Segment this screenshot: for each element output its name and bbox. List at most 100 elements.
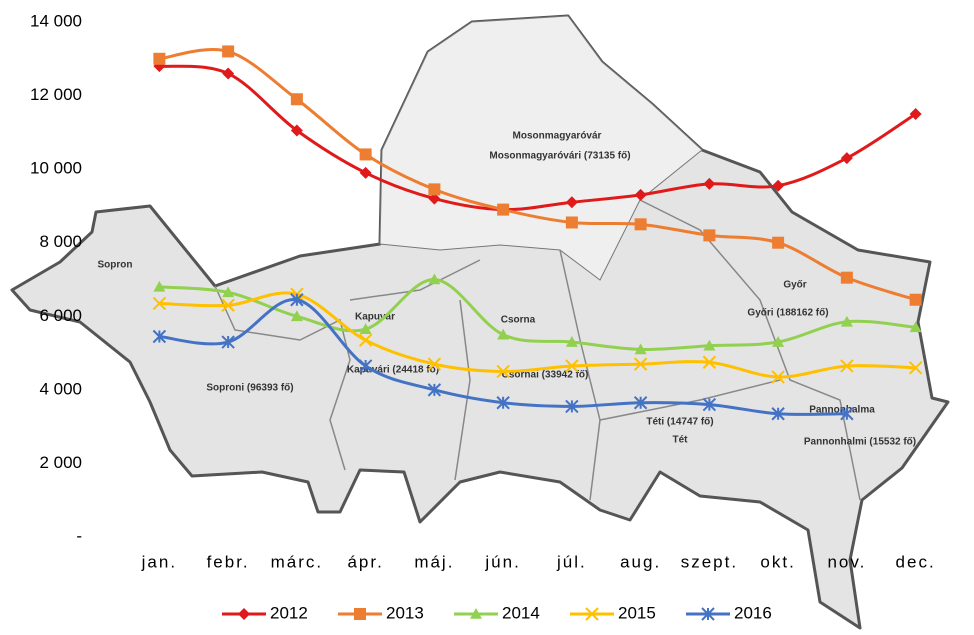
legend-marker: [585, 607, 599, 621]
y-tick-label: 8 000: [39, 232, 82, 251]
legend-label: 2013: [386, 603, 424, 622]
marker: [497, 203, 510, 216]
marker: [359, 166, 372, 179]
marker: [428, 192, 441, 205]
legend-label: 2016: [734, 603, 772, 622]
marker: [703, 339, 716, 351]
y-tick-label: 10 000: [30, 159, 82, 178]
marker: [565, 359, 579, 373]
y-tick-label: 4 000: [39, 379, 82, 398]
marker: [703, 229, 716, 242]
marker: [221, 335, 235, 349]
marker: [221, 298, 235, 312]
marker: [427, 357, 442, 371]
region-borders: [214, 199, 861, 501]
x-tick-label: dec.: [896, 552, 936, 571]
marker: [359, 148, 372, 161]
x-tick-label: aug.: [620, 552, 661, 571]
legend-label: 2012: [270, 603, 308, 622]
marker: [359, 323, 372, 334]
map-label: Győr: [783, 280, 806, 291]
marker: [358, 333, 373, 347]
marker: [634, 343, 647, 355]
y-tick-label: 12 000: [30, 85, 82, 104]
marker: [771, 407, 785, 421]
x-tick-label: márc.: [271, 552, 324, 571]
marker: [703, 177, 716, 190]
marker: [840, 315, 853, 327]
marker: [702, 355, 717, 369]
x-tick-label: nov.: [827, 552, 866, 571]
marker: [496, 364, 510, 379]
marker: [634, 188, 647, 201]
x-tick-label: jún.: [484, 552, 520, 571]
map-label: Csornai (33942 fő): [502, 370, 589, 381]
marker: [497, 328, 510, 340]
marker: [290, 293, 304, 307]
marker: [634, 218, 647, 231]
legend-marker: [470, 608, 482, 619]
map-label: Kapuvár: [355, 312, 395, 323]
x-tick-label: júl.: [556, 552, 587, 571]
map-label: Kapuvári (24418 fő): [347, 365, 439, 376]
map-label: Soproni (96393 fő): [206, 383, 293, 394]
map-label: Téti (14747 fő): [646, 417, 713, 428]
legend-marker: [354, 608, 366, 620]
x-tick-label: ápr.: [347, 552, 383, 571]
legend-marker: [701, 607, 715, 621]
marker: [633, 357, 648, 371]
marker: [290, 310, 303, 322]
x-tick-label: jan.: [141, 552, 177, 571]
region-mosonmagyarovar: [379, 15, 703, 281]
legend-item: 2015: [570, 603, 656, 622]
legend-item: 2016: [686, 603, 772, 622]
x-tick-label: febr.: [207, 552, 250, 571]
marker: [222, 286, 235, 298]
marker: [222, 45, 235, 58]
marker: [153, 60, 166, 73]
map-label: Tét: [673, 435, 689, 446]
marker: [840, 152, 853, 165]
legend-label: 2015: [618, 603, 656, 622]
marker: [565, 216, 578, 229]
marker: [222, 67, 235, 80]
y-tick-label: 6 000: [39, 306, 82, 325]
marker: [771, 370, 785, 384]
series: [152, 293, 854, 421]
marker: [772, 336, 785, 347]
marker: [772, 179, 785, 192]
legend-label: 2014: [502, 603, 540, 622]
legend-item: 2013: [338, 603, 424, 622]
map-label: Pannonhalmi (15532 fő): [804, 437, 916, 448]
marker: [358, 359, 373, 373]
marker: [909, 107, 922, 120]
marker: [908, 361, 923, 375]
legend-marker: [238, 608, 250, 620]
y-tick-label: 14 000: [30, 11, 82, 30]
x-tick-label: szept.: [681, 552, 738, 571]
y-tick-label: 2 000: [39, 453, 82, 472]
series: [153, 273, 922, 355]
y-tick-label: -: [76, 526, 82, 545]
marker: [427, 383, 442, 397]
series: [153, 45, 922, 306]
map-label: Mosonmagyaróvári (73135 fő): [489, 151, 630, 162]
marker: [772, 236, 785, 249]
marker: [290, 124, 303, 137]
line: [159, 277, 916, 351]
marker: [565, 196, 578, 209]
marker: [909, 321, 922, 333]
marker: [633, 396, 648, 410]
marker: [152, 329, 167, 344]
legend-item: 2012: [222, 603, 308, 622]
map-label: Győri (188162 fő): [747, 308, 828, 319]
x-tick-label: máj.: [414, 552, 454, 571]
marker: [152, 296, 167, 311]
map-background: [10, 14, 950, 630]
map-label: Csorna: [501, 315, 536, 326]
marker: [428, 273, 441, 285]
marker: [702, 397, 717, 412]
marker: [840, 271, 853, 284]
marker: [840, 359, 854, 373]
